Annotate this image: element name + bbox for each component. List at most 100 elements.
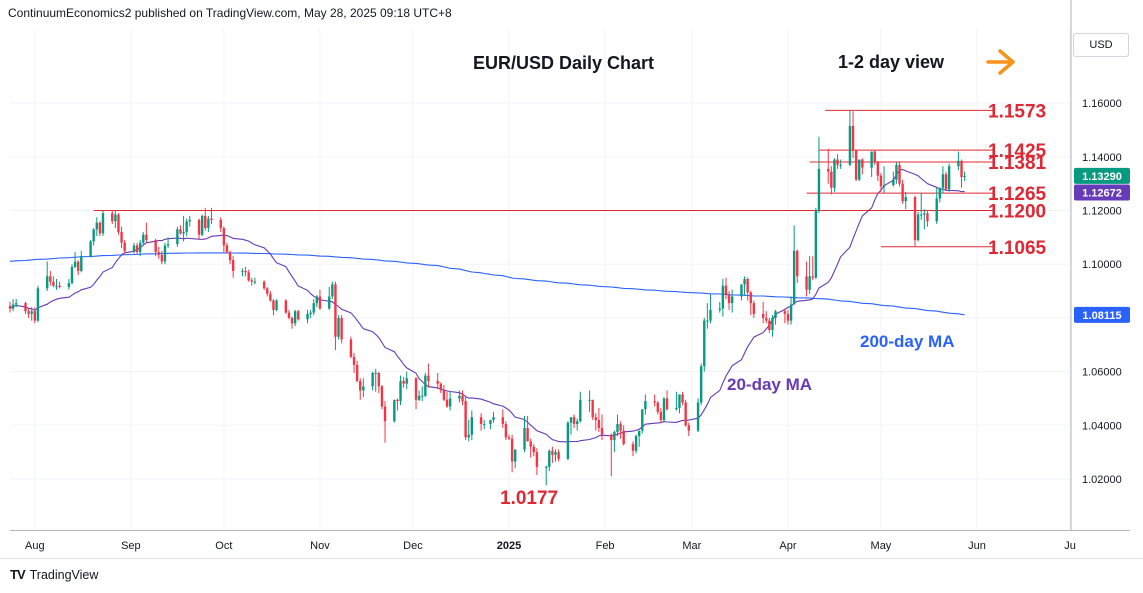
candle-body — [653, 401, 656, 403]
candle-body — [439, 383, 443, 391]
candle-body — [154, 240, 157, 253]
candle-body — [957, 160, 960, 167]
candle-body — [873, 151, 876, 163]
candle-body — [861, 159, 864, 168]
candle-body — [644, 401, 647, 410]
candle-body — [340, 317, 343, 340]
candle-body — [287, 312, 291, 318]
current-price-badge-text: 1.13290 — [1082, 171, 1122, 183]
candle-body — [882, 185, 886, 187]
candle-body — [594, 417, 597, 420]
candle-body — [262, 281, 266, 289]
candle-body — [696, 402, 700, 431]
candle-body — [789, 304, 793, 321]
candle-body — [765, 317, 768, 321]
candle-body — [207, 218, 210, 228]
candle-body — [796, 250, 799, 277]
candle-body — [588, 399, 591, 401]
ma200-price-badge-box — [1074, 306, 1130, 323]
candle-body — [960, 160, 963, 177]
candle-body — [901, 183, 904, 202]
candle-body — [297, 311, 300, 320]
candle-body — [730, 296, 734, 304]
candle-body — [616, 423, 619, 433]
arrow-right-icon — [986, 49, 1015, 75]
candle-body — [24, 303, 27, 312]
candle-body — [699, 366, 703, 403]
candle-body — [740, 284, 743, 297]
candle-body — [938, 187, 942, 199]
candle-body — [89, 241, 92, 257]
candle-body — [163, 245, 167, 262]
candle-body — [266, 288, 269, 294]
candle-body — [362, 386, 365, 391]
footer-divider — [0, 558, 1143, 559]
ma200-line — [9, 252, 965, 316]
x-tick-label: Apr — [779, 540, 796, 552]
candle-body — [114, 214, 117, 222]
candle-body — [532, 446, 536, 453]
candle-body — [293, 311, 297, 324]
y-tick-label: 1.02000 — [1082, 474, 1122, 486]
candle-body — [566, 422, 570, 459]
candle-body — [678, 394, 681, 408]
candle-body — [814, 210, 818, 278]
level-label: 1.1573 — [988, 101, 1046, 122]
candle-body — [941, 174, 945, 188]
candle-body — [631, 444, 635, 451]
level-label: 1.1065 — [988, 238, 1047, 259]
candle-body — [752, 303, 756, 314]
candle-body — [557, 452, 560, 459]
chart-subtitle: 1-2 day view — [838, 52, 945, 72]
y-tick-label: 1.06000 — [1082, 367, 1122, 379]
candle-body — [231, 260, 235, 271]
ma20-price-badge-text: 1.12672 — [1082, 188, 1122, 200]
candle-body — [352, 356, 356, 365]
candle-body — [572, 417, 576, 424]
level-label: 1.1381 — [988, 153, 1047, 174]
ma200-line-layer — [9, 252, 965, 316]
currency-selector[interactable]: USD — [1073, 33, 1129, 57]
candle-body — [479, 417, 483, 424]
candle-body — [904, 197, 907, 202]
candle-body — [436, 381, 439, 384]
candle-body — [492, 417, 495, 420]
candle-body — [870, 151, 873, 168]
y-tick-label: 1.10000 — [1082, 259, 1122, 271]
candle-body — [501, 417, 505, 424]
candle-body — [371, 372, 374, 387]
candle-body — [160, 254, 164, 262]
candle-body — [467, 434, 470, 438]
candle-body — [142, 234, 145, 243]
annotations: EUR/USD Daily Chart 1-2 day view 1.0177 20-… — [473, 49, 1015, 509]
candle-body — [768, 320, 771, 331]
candle-body — [331, 284, 334, 297]
candle-body — [913, 197, 917, 241]
candle-body — [204, 215, 207, 228]
candle-body — [659, 411, 663, 420]
candle-body — [182, 232, 185, 234]
candle-body — [399, 381, 402, 402]
low-label: 1.0177 — [500, 488, 558, 509]
candle-body — [176, 229, 179, 245]
candle-body — [120, 232, 123, 243]
candle-body — [808, 276, 811, 290]
candle-body — [523, 427, 526, 450]
candle-body — [98, 222, 102, 234]
current-price-badge-box — [1074, 167, 1130, 184]
candle-body — [507, 437, 511, 439]
x-tick-label: Nov — [310, 540, 330, 552]
candle-body — [290, 317, 294, 324]
candle-body — [836, 159, 839, 165]
candle-body — [771, 317, 774, 331]
candle-body — [241, 270, 244, 272]
tradingview-brand[interactable]: TV TradingView — [10, 567, 98, 582]
candle-body — [427, 375, 430, 382]
candle-body — [724, 285, 728, 296]
candle-body — [222, 227, 226, 246]
candle-body — [101, 213, 105, 234]
candle-body — [504, 423, 508, 438]
candle-body — [619, 423, 622, 431]
x-tick-label: Mar — [682, 540, 701, 552]
